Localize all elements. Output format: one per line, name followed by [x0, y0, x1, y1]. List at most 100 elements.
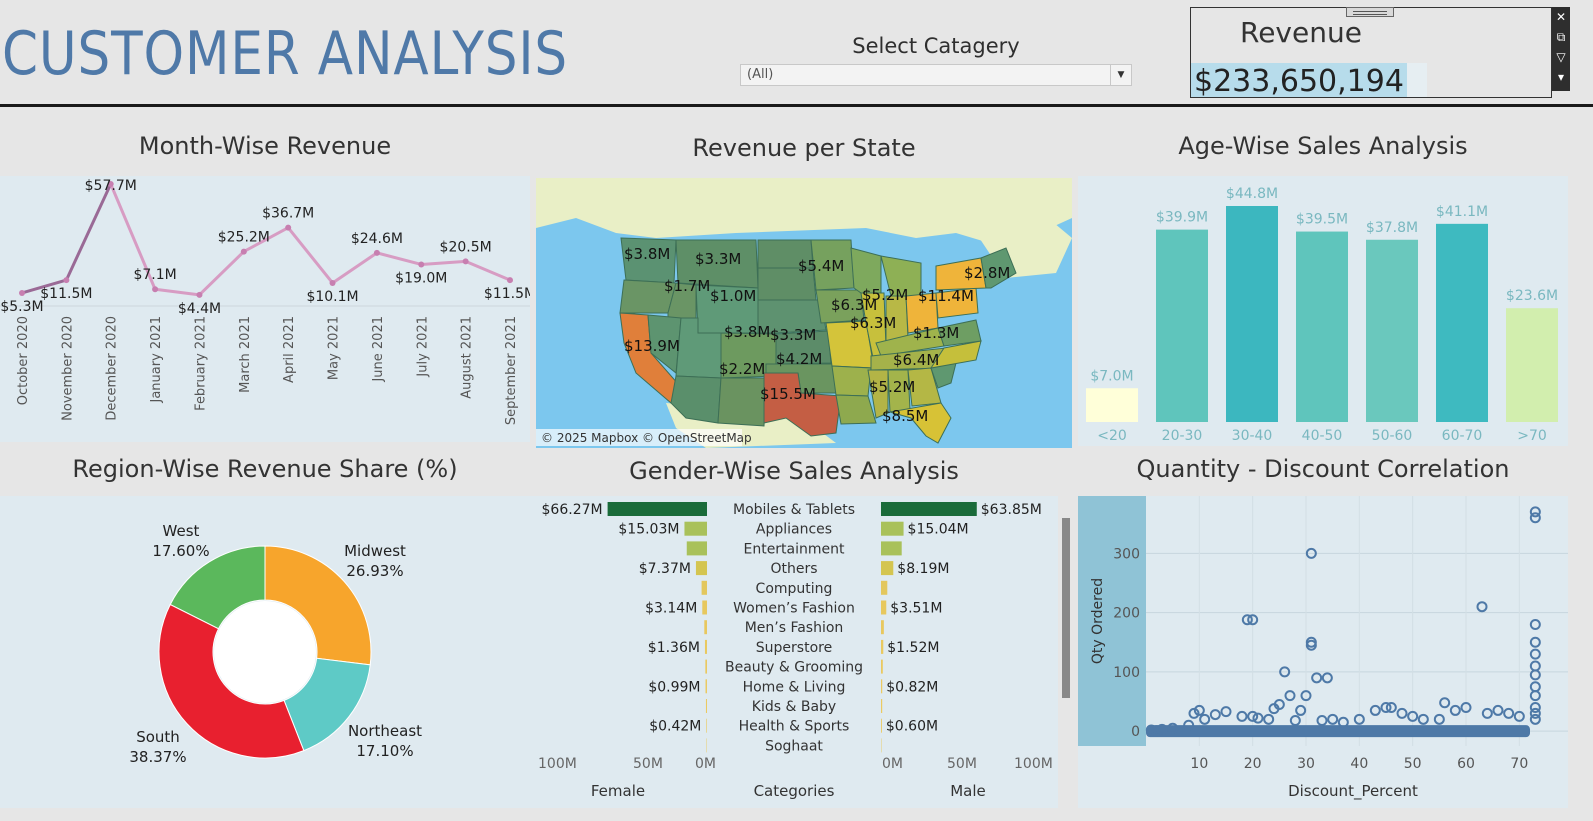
state-map-labels: $3.8M $3.3M $1.7M $1.0M $5.4M $6.3M $5.2…	[624, 245, 1010, 425]
scatter-point	[1279, 666, 1291, 678]
scatter-point	[1476, 601, 1488, 613]
month-line-segment	[197, 250, 246, 297]
scatter-point	[1252, 712, 1264, 724]
month-line-segment	[286, 226, 335, 285]
gender-category-label: Women’s Fashion	[733, 601, 855, 617]
month-data-label: $4.4M	[178, 301, 221, 317]
gender-category-label: Home & Living	[743, 679, 846, 695]
scatter-point	[1289, 715, 1301, 727]
age-bar	[1436, 223, 1488, 422]
age-bar	[1296, 231, 1348, 422]
quantity-chart-title: Quantity - Discount Correlation	[1136, 455, 1510, 483]
scatter-point	[1300, 690, 1312, 702]
expand-icon[interactable]: ⧉	[1556, 30, 1566, 44]
category-filter-label: Select Catagery	[852, 34, 1020, 58]
male-bar	[881, 580, 888, 595]
month-data-label: $20.5M	[440, 239, 492, 255]
scatter-point	[1529, 690, 1541, 702]
female-data-label: $0.42M	[649, 719, 701, 735]
month-tick-label: February 2021	[193, 316, 208, 411]
gender-chart-scrollbar[interactable]	[1062, 518, 1070, 698]
scatter-x-tick: 60	[1457, 756, 1475, 772]
age-bar	[1226, 206, 1278, 422]
month-line-segment	[20, 278, 68, 295]
age-tick-label: 60-70	[1442, 428, 1483, 444]
age-tick-label: <20	[1097, 428, 1127, 444]
gender-chart-title: Gender-Wise Sales Analysis	[629, 457, 959, 485]
scatter-point	[1396, 707, 1408, 719]
month-data-label: $57.7M	[85, 178, 137, 194]
month-tick-label: March 2021	[238, 316, 253, 393]
male-data-label: $3.51M	[890, 601, 942, 617]
scatter-dense-band	[1146, 725, 1530, 738]
state-ne-states	[980, 247, 1017, 289]
map-attribution: © 2025 Mapbox © OpenStreetMap	[541, 431, 752, 445]
female-bar	[701, 580, 707, 595]
male-bar	[881, 502, 977, 516]
female-data-label: $0.99M	[648, 679, 700, 695]
map-attribution-bg	[536, 429, 742, 446]
female-bar	[705, 659, 707, 674]
category-filter-select[interactable]: (All) ▼	[740, 64, 1132, 86]
state-map-panel[interactable]: $3.8M $3.3M $1.7M $1.0M $5.4M $6.3M $5.2…	[536, 178, 1072, 448]
male-data-label: $1.52M	[887, 640, 939, 656]
scatter-point	[1407, 710, 1419, 722]
month-data-label: $11.5M	[484, 286, 530, 302]
male-axis-tick: 100M	[1014, 756, 1053, 772]
gender-category-label: Health & Sports	[739, 719, 850, 735]
month-line-segment	[153, 287, 201, 297]
month-line-segment	[419, 259, 468, 266]
female-data-label: $66.27M	[542, 502, 603, 518]
more-options-icon[interactable]: ▾	[1557, 70, 1565, 84]
male-axis-label: Male	[950, 782, 986, 800]
month-data-label: $25.2M	[218, 230, 270, 246]
male-bar	[881, 521, 904, 536]
male-axis-tick: 50M	[947, 756, 977, 772]
region-slice-name: Midwest	[344, 542, 406, 560]
gender-category-label: Superstore	[756, 640, 832, 656]
scatter-point	[1327, 713, 1339, 725]
scatter-point	[1529, 636, 1541, 648]
scatter-x-tick: 70	[1510, 756, 1528, 772]
month-tick-label: June 2021	[371, 316, 386, 383]
month-point	[107, 181, 114, 187]
female-data-label: $7.37M	[639, 561, 691, 577]
drag-handle-icon[interactable]	[1346, 7, 1394, 17]
close-icon[interactable]: ✕	[1555, 10, 1567, 24]
month-data-label: $11.5M	[40, 286, 92, 302]
scatter-point	[1220, 706, 1232, 718]
state-label: $2.2M	[719, 360, 765, 378]
scatter-point	[1151, 725, 1163, 737]
age-bar	[1156, 229, 1208, 422]
region-slice-percent: 26.93%	[346, 562, 403, 580]
month-data-label: $19.0M	[395, 270, 447, 286]
category-filter-value: (All)	[747, 67, 774, 82]
revenue-bar	[1191, 63, 1407, 97]
state-map[interactable]: $3.8M $3.3M $1.7M $1.0M $5.4M $6.3M $5.2…	[536, 178, 1072, 448]
female-axis-tick: 0M	[695, 756, 716, 772]
scatter-point	[1273, 699, 1285, 711]
scatter-y-tick: 200	[1113, 606, 1140, 622]
age-tick-label: >70	[1517, 428, 1547, 444]
scatter-point	[1353, 713, 1365, 725]
scatter-point	[1529, 648, 1541, 660]
filter-icon[interactable]: ▽	[1556, 50, 1566, 64]
age-data-label: $37.8M	[1366, 220, 1418, 236]
scatter-point	[1241, 614, 1253, 626]
state-label: $6.3M	[850, 314, 896, 332]
month-point	[240, 248, 247, 255]
region-donut-hole	[214, 601, 316, 703]
gender-sales-chart: Mobiles & Tablets $66.27M $63.85M Appliance…	[538, 502, 1053, 800]
female-bar	[684, 521, 707, 536]
female-bar	[686, 541, 707, 556]
state-la	[835, 394, 877, 425]
month-line-segment	[331, 251, 379, 285]
scatter-y-tick: 0	[1131, 724, 1140, 740]
female-data-label: $3.14M	[645, 601, 697, 617]
male-axis-tick: 0M	[882, 756, 903, 772]
male-data-label: $63.85M	[981, 502, 1042, 518]
chevron-down-icon[interactable]: ▼	[1110, 65, 1131, 85]
quantity-chart-panel: 0 100 200 300 10 20 30 40 50 60 70 Qty Ordered Disco…	[1078, 496, 1568, 808]
female-bar	[706, 718, 707, 733]
gender-category-label: Mobiles & Tablets	[733, 502, 855, 518]
